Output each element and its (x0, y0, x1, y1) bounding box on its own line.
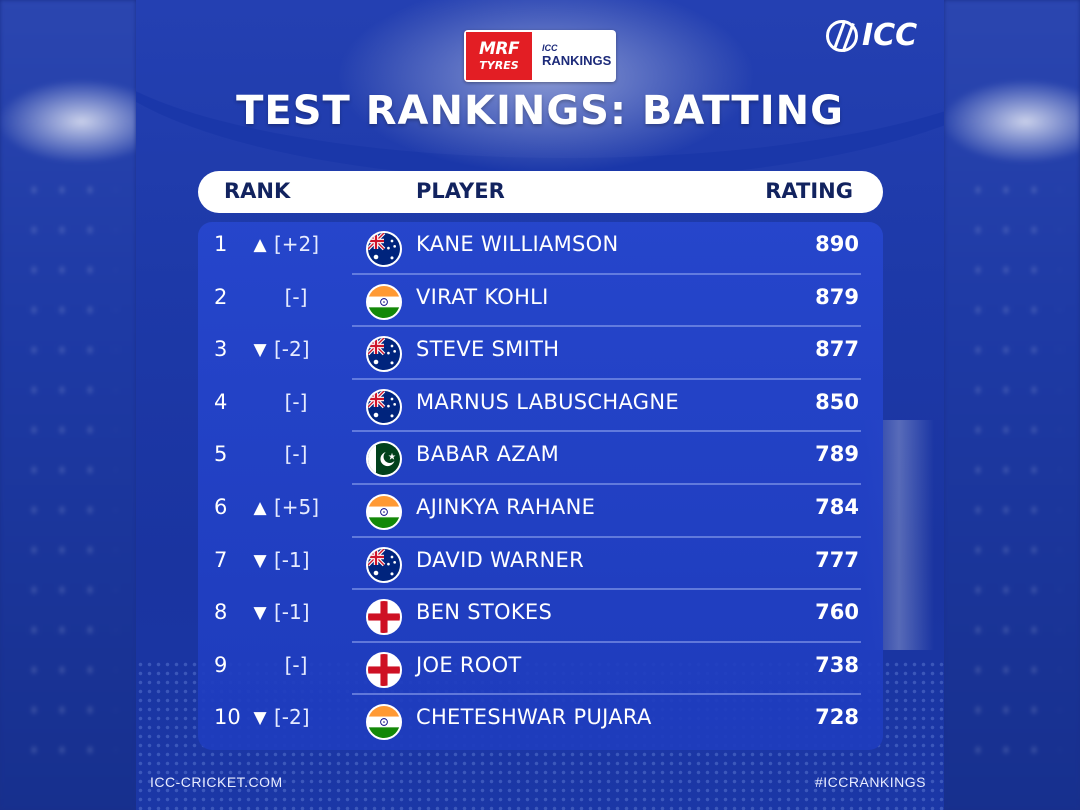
cricket-ball-icon (826, 19, 858, 52)
table-row: 8 ▼ [-1] BEN STOKES 760 (198, 590, 883, 643)
sponsor-badge: MRF TYRES ICC RANKINGS (464, 30, 616, 82)
rankings-table: 1 ▲ [+2] KANE WILLIAMSON 890 2 [-] VIRAT KOHLI 8… (198, 222, 883, 750)
pakistan-flag-icon (366, 441, 402, 478)
india-flag-icon (366, 494, 402, 530)
badge-main-text: RANKINGS (542, 52, 612, 68)
arrow-up-icon: ▲ (253, 235, 267, 255)
australia-flag-icon (366, 388, 402, 425)
australia-flag-icon (366, 336, 402, 373)
blurred-background-right (944, 0, 1080, 810)
table-row: 3 ▼ [-2] STEVE SMITH 877 (198, 327, 883, 380)
sponsor-brand: MRF (478, 39, 520, 59)
rank-change: [-1] (274, 600, 310, 625)
australia-flag-icon (366, 546, 402, 583)
row-divider (352, 377, 861, 380)
england-flag-icon (366, 599, 402, 636)
column-header-player: PLAYER (416, 179, 505, 203)
rank-change: [+5] (274, 495, 320, 519)
player-rating: 850 (815, 389, 859, 414)
icc-rankings-logo: ICC RANKINGS (534, 30, 616, 82)
table-row: 2 [-] VIRAT KOHLI 879 (198, 275, 883, 328)
rank-number: 5 (214, 442, 228, 467)
player-name: AJINKYA RAHANE (416, 495, 596, 519)
table-row: 7 ▼ [-1] DAVID WARNER 777 (198, 538, 883, 591)
row-divider (352, 325, 861, 328)
player-rating: 777 (815, 547, 859, 572)
sponsor-sub: TYRES (479, 59, 519, 72)
table-row: 5 [-] BABAR AZAM 789 (198, 432, 883, 485)
row-divider (352, 588, 861, 591)
england-flag-icon (366, 651, 402, 688)
rank-change: [-2] (274, 337, 310, 362)
player-rating: 738 (815, 652, 859, 677)
rank-change: [-] (284, 284, 308, 309)
player-name: STEVE SMITH (416, 337, 560, 362)
rank-number: 9 (214, 652, 228, 677)
icc-logo: ICC (826, 18, 917, 53)
arrow-down-icon: ▼ (253, 550, 267, 571)
rank-number: 8 (214, 600, 228, 625)
rank-number: 4 (214, 389, 228, 414)
column-header-rank: RANK (224, 179, 291, 203)
player-name: MARNUS LABUSCHAGNE (416, 389, 679, 414)
player-name: CHETESHWAR PUJARA (416, 705, 652, 730)
player-rating: 890 (815, 232, 859, 256)
rank-change: [-] (284, 652, 308, 677)
blurred-background-left (0, 0, 136, 810)
page-title: TEST RANKINGS: BATTING (236, 88, 844, 134)
footer-hashtag: #ICCRANKINGS (814, 774, 926, 790)
rank-number: 6 (214, 495, 228, 519)
table-row: 10 ▼ [-2] CHETESHWAR PUJARA 728 (198, 695, 883, 748)
arrow-down-icon: ▼ (253, 603, 267, 624)
arrow-down-icon: ▼ (253, 708, 267, 729)
player-rating: 879 (815, 284, 859, 309)
india-flag-icon (366, 704, 402, 741)
row-divider (352, 640, 861, 643)
arrow-down-icon: ▼ (253, 340, 267, 361)
rankings-poster: MRF TYRES ICC RANKINGS ICC TEST RANKINGS… (136, 0, 944, 810)
india-flag-icon (366, 283, 402, 320)
arrow-up-icon: ▲ (253, 498, 267, 518)
rank-number: 10 (214, 705, 241, 730)
footer-website: ICC-CRICKET.COM (150, 774, 283, 790)
rank-change: [-2] (274, 705, 310, 730)
table-row: 6 ▲ [+5] AJINKYA RAHANE 784 (198, 485, 883, 538)
row-divider (352, 535, 861, 538)
row-divider (352, 272, 861, 275)
rank-change: [-1] (274, 547, 310, 572)
rank-change: [-] (284, 442, 308, 467)
rank-number: 1 (214, 232, 228, 256)
badge-top-text: ICC (542, 43, 558, 54)
row-divider (352, 693, 861, 696)
row-divider (352, 430, 861, 433)
player-name: DAVID WARNER (416, 547, 584, 572)
table-row: 1 ▲ [+2] KANE WILLIAMSON 890 (198, 222, 883, 275)
player-rating: 784 (815, 495, 859, 519)
table-row: 4 [-] MARNUS LABUSCHAGNE 850 (198, 380, 883, 433)
rank-change: [+2] (274, 232, 320, 256)
australia-flag-icon (366, 231, 402, 267)
table-row: 9 [-] JOE ROOT 738 (198, 643, 883, 696)
player-name: BEN STOKES (416, 600, 553, 625)
rank-number: 2 (214, 284, 228, 309)
rank-number: 7 (214, 547, 228, 572)
player-rating: 760 (815, 600, 859, 625)
mrf-logo: MRF TYRES (464, 30, 534, 82)
table-header: RANK PLAYER RATING (198, 171, 883, 213)
row-divider (352, 482, 861, 485)
player-rating: 789 (815, 442, 859, 467)
rank-change: [-] (284, 389, 308, 414)
player-name: VIRAT KOHLI (416, 284, 549, 309)
player-name: KANE WILLIAMSON (416, 232, 619, 256)
rank-number: 3 (214, 337, 228, 362)
player-name: JOE ROOT (416, 652, 522, 677)
icc-logo-text: ICC (862, 18, 918, 53)
player-name: BABAR AZAM (416, 442, 560, 467)
column-header-rating: RATING (765, 179, 853, 203)
player-rating: 877 (815, 337, 859, 362)
player-rating: 728 (815, 705, 859, 730)
